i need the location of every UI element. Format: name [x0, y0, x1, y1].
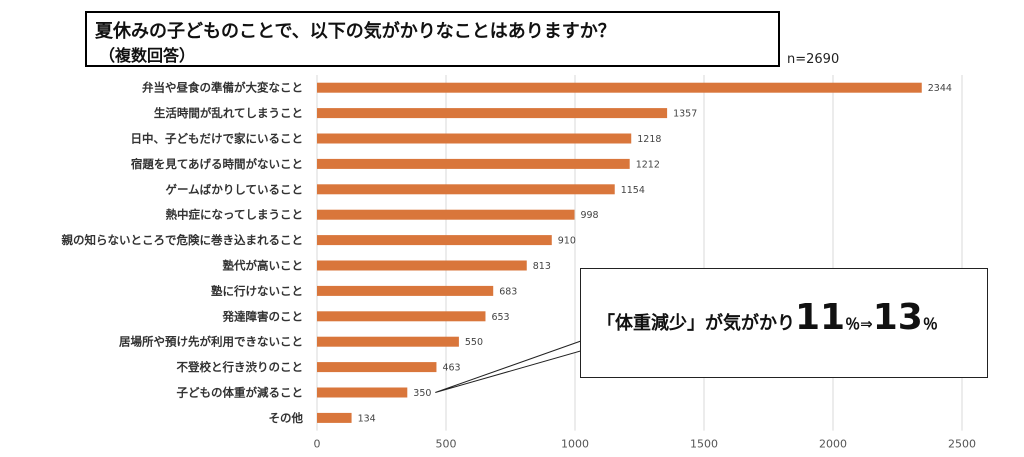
data-label: 998	[580, 210, 598, 221]
bar	[317, 387, 408, 398]
sample-size-label: n=2690	[787, 52, 840, 67]
bar	[317, 235, 552, 246]
chart-title: 夏休みの子どものことで、以下の気がかりなことはありますか？	[95, 21, 616, 42]
callout-to-value: 13	[872, 297, 923, 338]
data-label: 550	[465, 337, 483, 348]
callout-box: 「体重減少」が気がかり11％⇒13％	[580, 268, 988, 378]
data-label: 350	[413, 388, 431, 399]
data-label: 1212	[636, 159, 660, 170]
data-label: 2344	[928, 83, 952, 94]
callout-from-unit: ％	[845, 315, 861, 333]
bar	[317, 133, 632, 144]
bar	[317, 82, 922, 93]
x-tick-label: 0	[314, 438, 321, 451]
category-label: 親の知らないところで危険に巻き込まれること	[62, 233, 304, 247]
bar	[317, 285, 494, 296]
bar	[317, 108, 668, 119]
x-tick-label: 2500	[948, 438, 976, 451]
bar	[317, 184, 615, 195]
data-label: 1154	[621, 185, 645, 196]
category-label: 居場所や預け先が利用できないこと	[119, 335, 303, 349]
data-label: 683	[499, 286, 517, 297]
data-label: 813	[533, 261, 551, 272]
category-label: 熱中症になってしまうこと	[166, 208, 303, 222]
data-label: 653	[491, 312, 509, 323]
bar	[317, 412, 352, 423]
category-label: ゲームばかりしていること	[165, 182, 303, 196]
data-label: 1218	[637, 134, 661, 145]
category-label: 宿題を見てあげる時間がないこと	[131, 157, 303, 171]
callout-arrow: ⇒	[860, 315, 873, 333]
x-tick-label: 1500	[690, 438, 718, 451]
callout-text: 「体重減少」が気がかり11％⇒13％	[597, 297, 938, 338]
category-label: 塾に行けないこと	[211, 284, 303, 298]
bar	[317, 209, 575, 220]
x-tick-label: 500	[436, 438, 457, 451]
callout-to-unit: ％	[922, 315, 938, 333]
data-label: 1357	[673, 109, 697, 120]
x-tick-label: 2000	[819, 438, 847, 451]
category-label: 弁当や昼食の準備が大変なこと	[142, 81, 303, 95]
chart-title-box: 夏休みの子どものことで、以下の気がかりなことはありますか？ （複数回答）	[85, 11, 780, 67]
data-label: 910	[558, 236, 576, 247]
data-label: 134	[358, 413, 376, 424]
callout-main-text: 「体重減少」が気がかり	[597, 313, 795, 334]
category-label: その他	[269, 411, 304, 425]
bar	[317, 158, 630, 169]
category-label: 塾代が高いこと	[223, 259, 304, 273]
bar	[317, 362, 437, 373]
category-label: 子どもの体重が減ること	[177, 386, 304, 400]
bar	[317, 336, 459, 347]
bar	[317, 260, 527, 271]
callout-from-value: 11	[795, 297, 846, 338]
x-tick-label: 1000	[561, 438, 589, 451]
bar	[317, 311, 486, 322]
category-label: 発達障害のこと	[222, 309, 304, 323]
category-label: 日中、子どもだけで家にいること	[131, 132, 304, 146]
chart-subtitle: （複数回答）	[99, 46, 196, 65]
category-label: 生活時間が乱れてしまうこと	[154, 106, 303, 120]
data-label: 463	[442, 363, 460, 374]
category-label: 不登校と行き渋りのこと	[177, 360, 304, 374]
